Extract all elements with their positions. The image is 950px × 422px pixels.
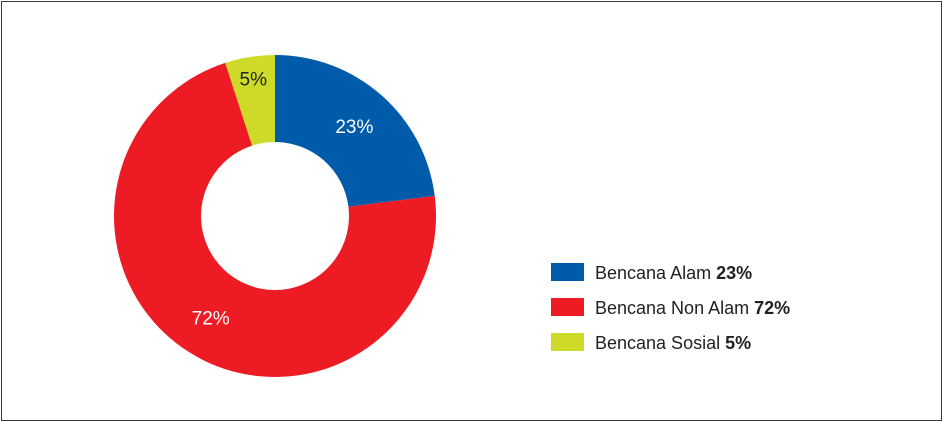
legend-swatch-bencana-non-alam (551, 298, 584, 316)
slice-label-bencana-alam: 23% (335, 117, 373, 138)
slice-label-bencana-non-alam: 72% (192, 308, 230, 329)
donut-slices (114, 55, 437, 377)
slice-labels: 23% 72% 5% (192, 70, 374, 330)
legend-entry-bencana-alam: Bencana Alam 23% (595, 263, 752, 283)
legend-swatch-bencana-sosial (551, 333, 584, 351)
legend-swatch-bencana-alam (551, 263, 584, 281)
legend: Bencana Alam 23% Bencana Non Alam 72% Benc… (551, 263, 790, 353)
slice-bencana-alam (275, 55, 435, 207)
slice-label-bencana-sosial: 5% (240, 70, 268, 91)
legend-entry-bencana-sosial: Bencana Sosial 5% (595, 333, 751, 353)
slice-bencana-non-alam (114, 62, 437, 377)
legend-entry-bencana-non-alam: Bencana Non Alam 72% (595, 298, 790, 318)
slice-bencana-sosial (225, 55, 275, 146)
